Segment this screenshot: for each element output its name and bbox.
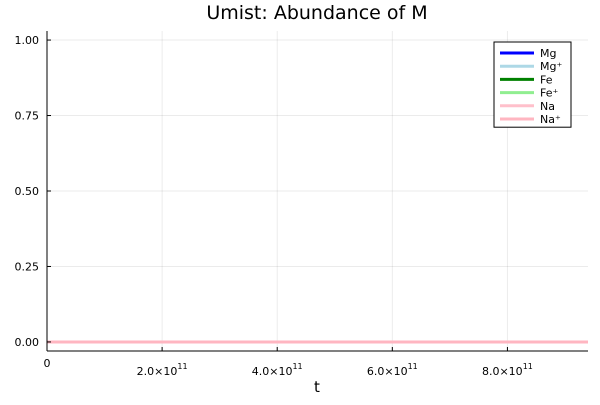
legend-label-1: Mg⁺ bbox=[540, 60, 562, 73]
chart-title: Umist: Abundance of M bbox=[206, 2, 427, 24]
y-tick-label-2: 0.50 bbox=[15, 185, 40, 198]
x-tick-label-3: 6.0×1011 bbox=[367, 362, 418, 378]
tick-labels: 0 2.0×1011 4.0×1011 6.0×1011 8.0×1011 0.00 0.2… bbox=[15, 34, 533, 378]
y-tick-label-0: 0.00 bbox=[15, 336, 40, 349]
x-tick-label-4: 8.0×1011 bbox=[482, 362, 533, 378]
x-tick-exponent-3: 11 bbox=[408, 362, 418, 371]
x-tick-exponent-1: 11 bbox=[177, 362, 187, 371]
y-tick-label-3: 0.75 bbox=[15, 110, 40, 123]
x-tick-exponent-2: 11 bbox=[292, 362, 302, 371]
legend-label-3: Fe⁺ bbox=[540, 87, 558, 100]
legend-label-5: Na⁺ bbox=[540, 113, 561, 126]
x-tick-exponent-4: 11 bbox=[523, 362, 533, 371]
legend-label-0: Mg bbox=[540, 47, 556, 60]
y-tick-label-4: 1.00 bbox=[15, 34, 40, 47]
x-axis-label: t bbox=[314, 378, 320, 396]
legend-label-2: Fe bbox=[540, 73, 553, 86]
x-tick-label-1: 2.0×1011 bbox=[137, 362, 188, 378]
y-tick-label-1: 0.25 bbox=[15, 260, 40, 273]
x-tick-label-0: 0 bbox=[44, 357, 51, 370]
x-tick-label-2: 4.0×1011 bbox=[252, 362, 303, 378]
axes bbox=[46, 31, 588, 352]
legend-label-4: Na bbox=[540, 100, 555, 113]
legend-box bbox=[493, 41, 572, 128]
